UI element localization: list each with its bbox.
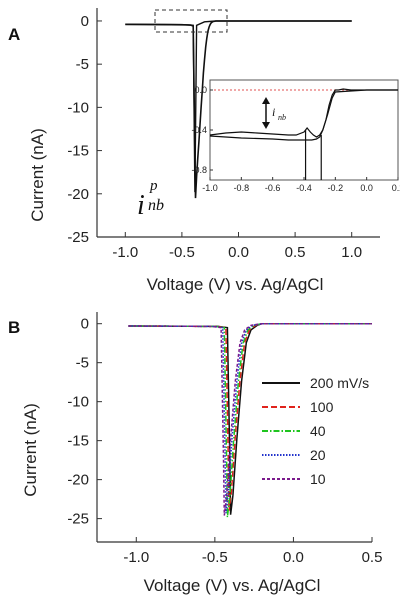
panel-b-ytick-label: -5 bbox=[76, 355, 89, 372]
legend-label: 10 bbox=[310, 471, 326, 487]
panel-b-series-line bbox=[128, 322, 372, 511]
panel-a-series-spike bbox=[125, 20, 352, 193]
panel-b-series-line bbox=[128, 322, 372, 516]
panel-b: B 0 -5 -10 -15 -20 -25 -1.0 -0.5 0.0 0.5 Current … bbox=[8, 312, 382, 595]
inset-xtick-label: -1.0 bbox=[202, 183, 218, 193]
panel-b-ticks: 0 -5 -10 -15 -20 -25 -1.0 -0.5 0.0 0.5 bbox=[67, 316, 382, 566]
panel-a-xtick-label: 0.5 bbox=[285, 244, 306, 261]
legend-label: 100 bbox=[310, 399, 334, 415]
panel-a-ytick-label: -10 bbox=[67, 99, 89, 116]
inset-annotation-sub: nb bbox=[278, 113, 286, 122]
panel-a-xtick-label: -1.0 bbox=[112, 244, 138, 261]
inset-series bbox=[209, 88, 398, 180]
panel-b-ytick-label: -10 bbox=[67, 394, 89, 411]
inset-xtick-label: -0.8 bbox=[234, 183, 250, 193]
inset-xtick-label: 0.2 bbox=[392, 183, 400, 193]
panel-a-ytick-label: 0 bbox=[81, 13, 89, 30]
panel-a-xtick-label: 1.0 bbox=[341, 244, 362, 261]
panel-b-legend: 200 mV/s 100 40 20 10 bbox=[262, 375, 369, 487]
peak-annotation-main: i bbox=[137, 190, 145, 221]
peak-annotation-sup: p bbox=[149, 178, 158, 194]
inset-xtick-label: -0.4 bbox=[296, 183, 312, 193]
panel-b-ytick-label: -25 bbox=[67, 511, 89, 528]
panel-b-ytick-label: -15 bbox=[67, 433, 89, 450]
panel-a-series bbox=[125, 20, 352, 199]
panel-a-ytick-label: -25 bbox=[67, 229, 89, 246]
panel-b-series-line bbox=[128, 322, 372, 514]
panel-b-xlabel: Voltage (V) vs. Ag/AgCl bbox=[144, 576, 321, 595]
inset-xtick-label: 0.0 bbox=[360, 183, 373, 193]
panel-a-ytick-label: -15 bbox=[67, 143, 89, 160]
inset-ytick-label: -0.4 bbox=[191, 125, 207, 135]
panel-b-axes bbox=[96, 312, 372, 543]
panel-a-ytick-label: -5 bbox=[76, 56, 89, 73]
peak-annotation-sub: nb bbox=[148, 197, 164, 214]
panel-a-xlabel: Voltage (V) vs. Ag/AgCl bbox=[147, 275, 324, 294]
legend-label: 200 mV/s bbox=[310, 375, 369, 391]
inset-annotation: i bbox=[272, 105, 275, 119]
inset-frame bbox=[209, 79, 399, 181]
panel-a-ylabel: Current (nA) bbox=[28, 128, 47, 222]
panel-a: A 0 -5 -10 -15 -20 -25 -1.0 -0.5 0.0 0.5 1.0 Curre… bbox=[8, 8, 400, 294]
panel-b-ytick-label: -20 bbox=[67, 472, 89, 489]
panel-a-xtick-label: -0.5 bbox=[169, 244, 195, 261]
inset-series-forward bbox=[209, 88, 398, 138]
legend-label: 40 bbox=[310, 423, 326, 439]
panel-b-xtick-label: 0.0 bbox=[283, 549, 304, 566]
inset-xtick-label: -0.6 bbox=[265, 183, 281, 193]
panel-b-xtick-label: 0.5 bbox=[362, 549, 383, 566]
panel-a-ytick-label: -20 bbox=[67, 186, 89, 203]
inset-series-return bbox=[209, 89, 398, 141]
inset-xtick-label: -0.2 bbox=[328, 183, 344, 193]
panel-a-label: A bbox=[8, 25, 20, 44]
panel-b-series bbox=[128, 322, 372, 518]
inset-ytick-label: 0.0 bbox=[194, 85, 207, 95]
panel-b-ytick-label: 0 bbox=[81, 316, 89, 333]
panel-a-ticks: 0 -5 -10 -15 -20 -25 -1.0 -0.5 0.0 0.5 1.0 bbox=[67, 13, 362, 261]
inset-ytick-label: -0.8 bbox=[191, 165, 207, 175]
inset-arrow bbox=[262, 97, 270, 129]
panel-b-ylabel: Current (nA) bbox=[21, 403, 40, 497]
panel-a-xtick-label: 0.0 bbox=[228, 244, 249, 261]
legend-label: 20 bbox=[310, 447, 326, 463]
panel-b-xtick-label: -0.5 bbox=[202, 549, 228, 566]
panel-b-label: B bbox=[8, 318, 20, 337]
panel-b-series-line bbox=[128, 322, 372, 515]
inset-plot: 0.0-0.4-0.8-1.0-0.8-0.6-0.4-0.20.00.2 i … bbox=[191, 79, 400, 193]
peak-annotation: i p nb bbox=[137, 178, 164, 221]
panel-b-series-line bbox=[128, 322, 372, 518]
panel-b-xtick-label: -1.0 bbox=[123, 549, 149, 566]
zoom-region-box bbox=[154, 9, 228, 33]
